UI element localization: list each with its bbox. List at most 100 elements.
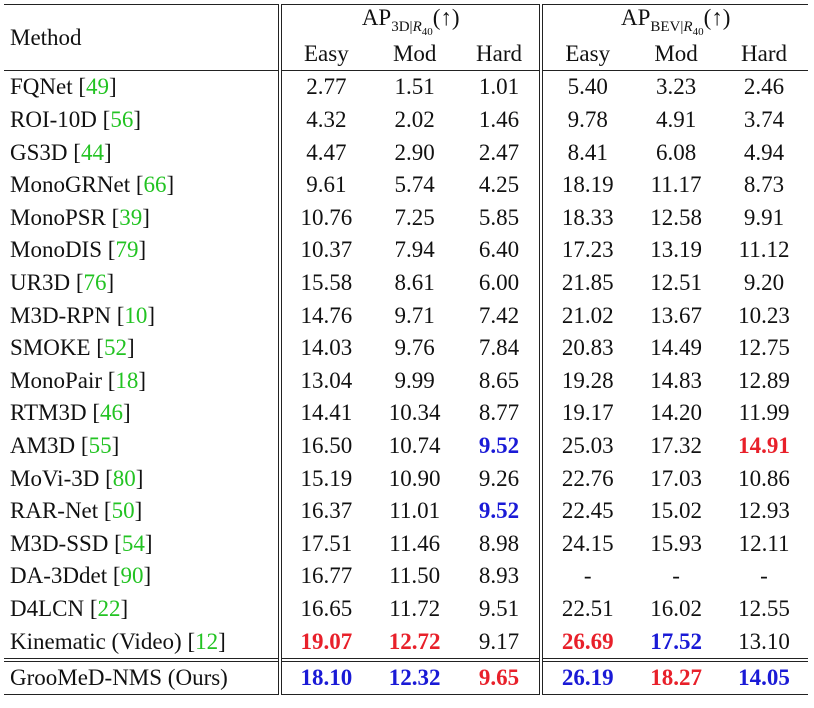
value: 9.99: [394, 367, 435, 393]
value: 8.61: [394, 270, 435, 296]
value: 12.75: [738, 335, 790, 361]
value: 1.01: [478, 74, 520, 100]
cite-open: [: [80, 433, 89, 459]
value: 5.74: [394, 172, 435, 198]
method-cell: AM3D [55]: [4, 430, 280, 463]
cite-number: 50: [111, 498, 135, 524]
value: 14.49: [650, 335, 702, 361]
method-cell: MonoDIS [79]: [4, 234, 280, 267]
value-cell: 1.46: [459, 104, 542, 137]
cite-number: 49: [86, 74, 110, 100]
cite-close: ]: [138, 367, 147, 393]
value-cell: 18.27: [632, 657, 721, 696]
method-name: RAR-Net: [10, 498, 99, 524]
cite-open: [: [96, 335, 104, 361]
cite-close: ]: [109, 74, 117, 100]
value-cell: 26.69: [539, 625, 633, 660]
value-cell: 7.25: [371, 202, 459, 235]
method-name: MonoPSR: [10, 204, 106, 230]
value: 10.86: [738, 465, 790, 491]
data-row: MonoPair [18] 13.04 9.99 8.65 19.28 14.83 12.8…: [4, 364, 808, 398]
value-cell: 8.77: [459, 397, 542, 430]
value-cell: 4.94: [720, 136, 808, 169]
value-cell: 12.72: [371, 625, 459, 660]
value-cell: 6.00: [459, 267, 542, 300]
subheader: Hard: [720, 37, 808, 72]
value: 8.65: [478, 367, 520, 393]
cite-open: [: [187, 628, 196, 654]
group-header: AP3D|R40(↑): [277, 3, 542, 38]
value: 6.08: [655, 139, 697, 165]
data-row: MonoDIS [79] 10.37 7.94 6.40 17.23 13.19 11.12: [4, 234, 808, 267]
value: 7.84: [478, 335, 520, 361]
method-cell: RAR-Net [50]: [4, 495, 280, 528]
data-row: M3D-SSD [54] 17.51 11.46 8.98 24.15 15.93 12.1…: [4, 527, 808, 561]
method-cell: ROI-10D [56]: [4, 104, 280, 137]
value-cell: -: [539, 560, 633, 593]
value-cell: 16.65: [278, 592, 371, 626]
value-cell: 22.76: [539, 462, 633, 495]
value-cell: 22.45: [539, 494, 633, 528]
value-cell: 15.19: [278, 462, 371, 495]
value-cell: 21.02: [539, 299, 633, 332]
value: 22.51: [561, 595, 614, 621]
method-cell: D4LCN [22]: [4, 593, 280, 626]
value: 16.37: [300, 498, 353, 524]
value: 15.93: [650, 530, 702, 556]
value-cell: 10.34: [371, 397, 459, 430]
value: 12.58: [650, 204, 702, 230]
value-cell: 11.46: [371, 528, 459, 561]
data-row: D4LCN [22] 16.65 11.72 9.51 22.51 16.02 12.55: [4, 592, 808, 626]
value-cell: 24.15: [539, 527, 633, 561]
value: 9.61: [306, 172, 347, 198]
value: 9.78: [567, 107, 608, 133]
method-cell: GS3D [44]: [4, 136, 280, 169]
value-cell: 9.76: [371, 332, 459, 365]
value-cell: 5.74: [371, 169, 459, 202]
value-cell: 11.12: [720, 234, 808, 267]
data-row: AM3D [55] 16.50 10.74 9.52 25.03 17.32 14.91: [4, 429, 808, 463]
value: 2.90: [394, 139, 435, 165]
value: 11.46: [389, 530, 441, 556]
value: 22.76: [561, 465, 614, 491]
method-cell: RTM3D [46]: [4, 397, 280, 430]
cite-open: [: [103, 498, 112, 524]
value: 11.12: [738, 237, 790, 263]
cite-close: ]: [133, 107, 141, 133]
ap-sub-text: BEV|: [650, 18, 684, 35]
cite-open: [: [92, 400, 100, 426]
value: 15.58: [300, 270, 353, 296]
cite-number: 18: [115, 367, 139, 393]
cite-number: 44: [80, 139, 104, 165]
method-name: MonoGRNet: [10, 172, 131, 198]
cite-close: ]: [135, 465, 144, 491]
value: 16.50: [300, 433, 353, 459]
cite-close: ]: [143, 563, 152, 589]
value-cell: 10.86: [720, 462, 808, 495]
value-cell: 22.51: [539, 592, 633, 626]
value: -: [760, 563, 768, 589]
ap-sub: 3D|R40: [391, 19, 433, 38]
value: 11.17: [650, 172, 702, 198]
value-cell: 2.02: [371, 104, 459, 137]
value: 16.02: [650, 595, 702, 621]
subheader-label: Easy: [565, 40, 611, 66]
value-cell: 4.25: [459, 169, 542, 202]
value: 1.51: [394, 74, 435, 100]
value: 11.99: [738, 400, 790, 426]
value-cell: 9.17: [459, 625, 542, 660]
value-cell: 11.99: [720, 397, 808, 430]
value: 21.02: [561, 302, 614, 328]
method-name: MoVi-3D: [10, 465, 100, 491]
corner-cell: Method: [4, 3, 280, 72]
ap-sub-sub: 40: [692, 25, 704, 38]
value: 22.45: [561, 498, 614, 524]
value-highlight: 18.27: [650, 665, 702, 691]
value-cell: -: [720, 560, 808, 593]
value-cell: 21.85: [539, 266, 633, 300]
value: 17.23: [561, 237, 614, 263]
method-cell: Kinematic (Video) [12]: [4, 625, 280, 660]
cite-close: ]: [218, 628, 226, 654]
value: 15.19: [300, 465, 353, 491]
method-cell: GrooMeD-NMS (Ours): [4, 657, 280, 696]
